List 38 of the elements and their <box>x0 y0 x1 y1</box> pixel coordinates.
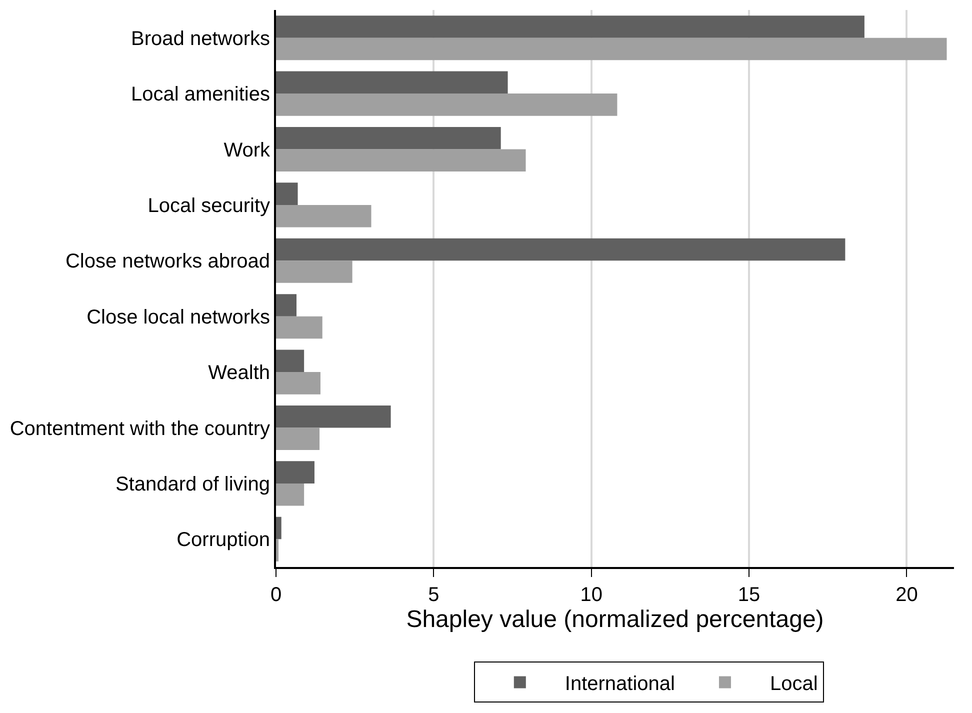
y-tick-label: Broad networks <box>131 28 270 50</box>
bar <box>276 405 391 428</box>
bar <box>276 260 352 283</box>
x-tick-label: 0 <box>270 584 282 606</box>
x-tick-label: 5 <box>428 584 440 606</box>
y-tick-label: Local security <box>148 194 270 217</box>
bar <box>276 16 864 38</box>
y-tick-label: Contentment with the country <box>10 418 270 440</box>
bar <box>276 428 320 450</box>
legend-label: International <box>564 672 675 695</box>
bar <box>276 372 320 394</box>
y-tick-label: Corruption <box>176 529 270 552</box>
y-tick-label: Work <box>224 139 271 162</box>
y-tick-label: Close local networks <box>86 306 270 328</box>
bar <box>276 94 618 116</box>
bar <box>276 316 322 339</box>
bar <box>276 71 508 94</box>
bar <box>276 149 526 172</box>
bar <box>276 350 304 372</box>
y-tick-label: Local amenities <box>131 84 270 106</box>
bar <box>276 461 314 484</box>
y-tick-label: Wealth <box>208 362 270 384</box>
x-tick-label: 15 <box>738 584 760 606</box>
x-tick-label: 10 <box>580 584 602 606</box>
bar <box>276 38 947 60</box>
bar <box>276 516 282 540</box>
x-tick-label: 20 <box>896 584 918 606</box>
bar <box>276 204 372 228</box>
bar <box>276 539 279 562</box>
y-tick-label: Standard of living <box>115 473 270 496</box>
y-tick-label: Close networks abroad <box>65 250 270 273</box>
bar <box>276 126 501 150</box>
bar <box>276 294 296 316</box>
legend-label: Local <box>770 672 818 695</box>
bar <box>276 483 304 506</box>
x-axis-title: Shapley value (normalized percentage) <box>406 606 824 633</box>
bar <box>276 238 846 261</box>
bar <box>276 182 298 205</box>
